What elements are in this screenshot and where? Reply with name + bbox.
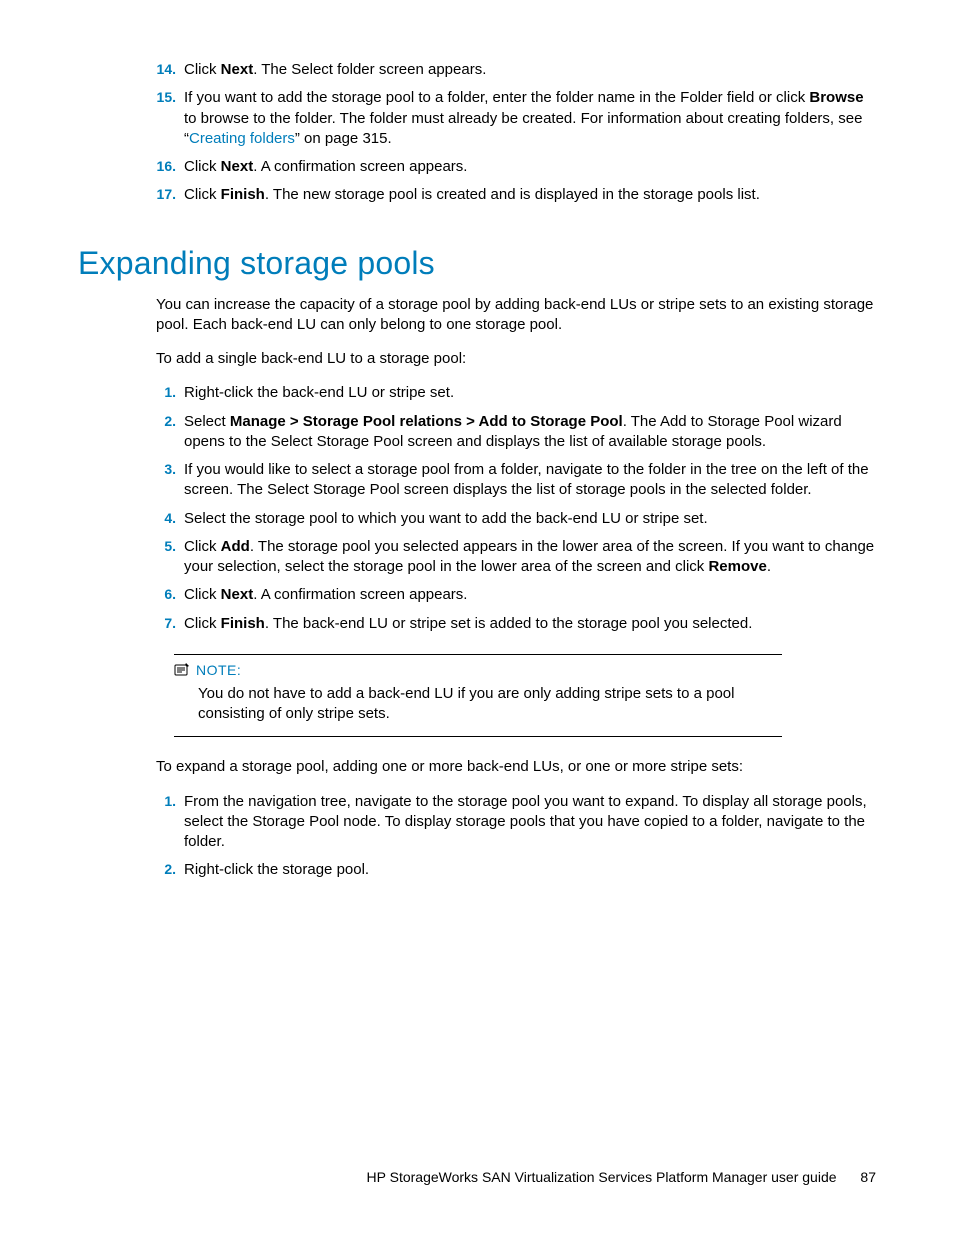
list-item: 5.Click Add. The storage pool you select… <box>156 537 876 578</box>
note-body: You do not have to add a back-end LU if … <box>174 684 782 725</box>
list-item-number: 2. <box>152 412 176 431</box>
intro-paragraph-2: To add a single back-end LU to a storage… <box>156 349 876 369</box>
list-item-number: 3. <box>152 460 176 479</box>
list-item: 16.Click Next. A confirmation screen app… <box>156 157 876 177</box>
list-item-number: 14. <box>152 60 176 79</box>
ordered-list-mid: 1.Right-click the back-end LU or stripe … <box>156 383 876 634</box>
list-item: 14.Click Next. The Select folder screen … <box>156 60 876 80</box>
bold-text: Remove <box>708 558 766 575</box>
list-item-text: If you want to add the storage pool to a… <box>184 89 864 147</box>
bold-text: Next <box>221 158 254 175</box>
list-item-text: Click Finish. The back-end LU or stripe … <box>184 615 752 632</box>
list-item: 2.Select Manage > Storage Pool relations… <box>156 412 876 453</box>
cross-reference-link[interactable]: Creating folders <box>189 130 295 147</box>
bold-text: Manage > Storage Pool relations > Add to… <box>230 413 623 430</box>
list-item-text: Select Manage > Storage Pool relations >… <box>184 413 842 450</box>
list-item: 15.If you want to add the storage pool t… <box>156 88 876 149</box>
footer-title: HP StorageWorks SAN Virtualization Servi… <box>367 1169 837 1185</box>
list-item: 6.Click Next. A confirmation screen appe… <box>156 585 876 605</box>
list-item: 1.From the navigation tree, navigate to … <box>156 792 876 853</box>
list-item: 4.Select the storage pool to which you w… <box>156 509 876 529</box>
list-item-number: 4. <box>152 509 176 528</box>
list-item-text: Select the storage pool to which you wan… <box>184 510 708 527</box>
list-item-text: Click Finish. The new storage pool is cr… <box>184 186 760 203</box>
bold-text: Finish <box>221 186 265 203</box>
list-item-text: Right-click the storage pool. <box>184 861 369 878</box>
list-item-number: 1. <box>152 383 176 402</box>
footer-page-number: 87 <box>860 1169 876 1185</box>
list-item-text: Click Next. A confirmation screen appear… <box>184 586 467 603</box>
note-label: NOTE: <box>196 661 241 680</box>
list-item-number: 5. <box>152 537 176 556</box>
list-item-number: 2. <box>152 860 176 879</box>
list-item-number: 17. <box>152 185 176 204</box>
list-item: 7.Click Finish. The back-end LU or strip… <box>156 614 876 634</box>
list-item: 3.If you would like to select a storage … <box>156 460 876 501</box>
list-item-text: If you would like to select a storage po… <box>184 461 869 498</box>
after-note-paragraph: To expand a storage pool, adding one or … <box>156 757 876 777</box>
intro-paragraph-1: You can increase the capacity of a stora… <box>156 295 876 336</box>
ordered-list-top: 14.Click Next. The Select folder screen … <box>156 60 876 206</box>
list-item-text: Click Next. A confirmation screen appear… <box>184 158 467 175</box>
list-item-number: 7. <box>152 614 176 633</box>
list-item-text: Click Next. The Select folder screen app… <box>184 61 486 78</box>
note-icon <box>174 663 190 677</box>
note-heading: NOTE: <box>174 661 782 680</box>
bold-text: Next <box>221 61 254 78</box>
list-item: 2.Right-click the storage pool. <box>156 860 876 880</box>
ordered-list-bottom: 1.From the navigation tree, navigate to … <box>156 792 876 881</box>
list-item: 1.Right-click the back-end LU or stripe … <box>156 383 876 403</box>
section-heading: Expanding storage pools <box>78 242 876 285</box>
bold-text: Finish <box>221 615 265 632</box>
list-item-text: Right-click the back-end LU or stripe se… <box>184 384 454 401</box>
list-item-text: Click Add. The storage pool you selected… <box>184 538 874 575</box>
list-item: 17.Click Finish. The new storage pool is… <box>156 185 876 205</box>
list-item-number: 1. <box>152 792 176 811</box>
list-item-text: From the navigation tree, navigate to th… <box>184 793 867 851</box>
list-item-number: 6. <box>152 585 176 604</box>
note-block: NOTE: You do not have to add a back-end … <box>174 654 782 737</box>
bold-text: Add <box>221 538 250 555</box>
list-item-number: 15. <box>152 88 176 107</box>
page-footer: HP StorageWorks SAN Virtualization Servi… <box>367 1168 876 1187</box>
list-item-number: 16. <box>152 157 176 176</box>
bold-text: Next <box>221 586 254 603</box>
document-page: 14. Click Next. The Select folder screen … <box>0 0 954 1235</box>
bold-text: Browse <box>809 89 863 106</box>
